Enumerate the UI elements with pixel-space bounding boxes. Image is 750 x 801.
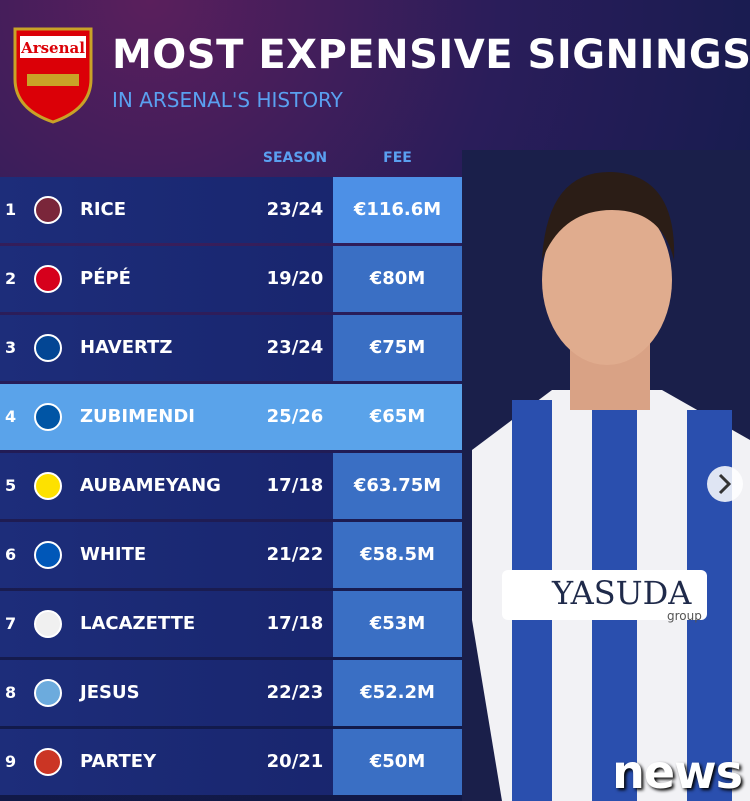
fee: €52.2M — [333, 660, 462, 726]
fee: €50M — [333, 729, 462, 795]
rank: 8 — [5, 683, 17, 702]
rank: 7 — [5, 614, 17, 633]
club-badge — [34, 265, 62, 293]
table-row: 5 AUBAMEYANG 17/18 €63.75M — [0, 453, 462, 519]
club-badge — [34, 679, 62, 707]
fee: €65M — [333, 384, 462, 450]
column-header: SEASON — [262, 150, 328, 166]
season: 21/22 — [266, 544, 324, 565]
title: MOST EXPENSIVE SIGNINGS — [112, 32, 750, 78]
subtitle: IN ARSENAL'S HISTORY — [112, 88, 343, 112]
club-badge — [34, 541, 62, 569]
hair — [542, 171, 675, 260]
player-name: HAVERTZ — [80, 337, 173, 358]
season: 25/26 — [266, 406, 324, 427]
table-row: 6 WHITE 21/22 €58.5M — [0, 522, 462, 588]
fee: €75M — [333, 315, 462, 381]
club-badge — [34, 748, 62, 776]
table-row: 9 PARTEY 20/21 €50M — [0, 729, 462, 795]
fee: €58.5M — [333, 522, 462, 588]
rank: 4 — [5, 407, 17, 426]
crest-band — [20, 36, 86, 58]
club-badge — [34, 334, 62, 362]
logo-text: Arsenal — [20, 39, 85, 57]
table-row: 8 JESUS 22/23 €52.2M — [0, 660, 462, 726]
table-row: 4 ZUBIMENDI 25/26 €65M — [0, 384, 462, 450]
rank: 1 — [5, 200, 17, 219]
season: 23/24 — [266, 199, 324, 220]
player-name: RICE — [80, 199, 127, 220]
rank: 5 — [5, 476, 17, 495]
season: 23/24 — [266, 337, 324, 358]
player-name: WHITE — [80, 544, 147, 565]
player-name: JESUS — [80, 682, 140, 703]
next-button[interactable] — [707, 466, 743, 502]
fee: €63.75M — [333, 453, 462, 519]
fee: €80M — [333, 246, 462, 312]
club-badge — [34, 472, 62, 500]
club-badge — [34, 196, 62, 224]
player-name: PÉPÉ — [80, 268, 131, 289]
table-row: 1 RICE 23/24 €116.6M — [0, 177, 462, 243]
rank: 3 — [5, 338, 17, 357]
rank: 6 — [5, 545, 17, 564]
player-name: AUBAMEYANG — [80, 475, 221, 496]
season: 17/18 — [266, 613, 324, 634]
column-header: FEE — [383, 150, 412, 166]
season: 20/21 — [266, 751, 324, 772]
sponsor-bg — [502, 570, 707, 620]
logo: Arsenal — [13, 27, 93, 124]
season: 19/20 — [266, 268, 324, 289]
club-badge — [34, 403, 62, 431]
rank: 9 — [5, 752, 17, 771]
face — [542, 195, 672, 365]
season: 17/18 — [266, 475, 324, 496]
season: 22/23 — [266, 682, 324, 703]
sponsor: YASUDA — [551, 574, 692, 612]
next-arrow — [718, 473, 732, 495]
player-name: LACAZETTE — [80, 613, 196, 634]
table-row: 7 LACAZETTE 17/18 €53M — [0, 591, 462, 657]
player-name: PARTEY — [80, 751, 157, 772]
sponsor-sub: group — [667, 609, 702, 623]
player-photo: YASUDA group — [462, 150, 750, 801]
rank: 2 — [5, 269, 17, 288]
player-name: ZUBIMENDI — [80, 406, 195, 427]
fee: €116.6M — [333, 177, 462, 243]
fee: €53M — [333, 591, 462, 657]
club-badge — [34, 610, 62, 638]
table-row: 3 HAVERTZ 23/24 €75M — [0, 315, 462, 381]
cannon — [27, 74, 79, 86]
watermark: news — [612, 745, 743, 799]
table-row: 2 PÉPÉ 19/20 €80M — [0, 246, 462, 312]
